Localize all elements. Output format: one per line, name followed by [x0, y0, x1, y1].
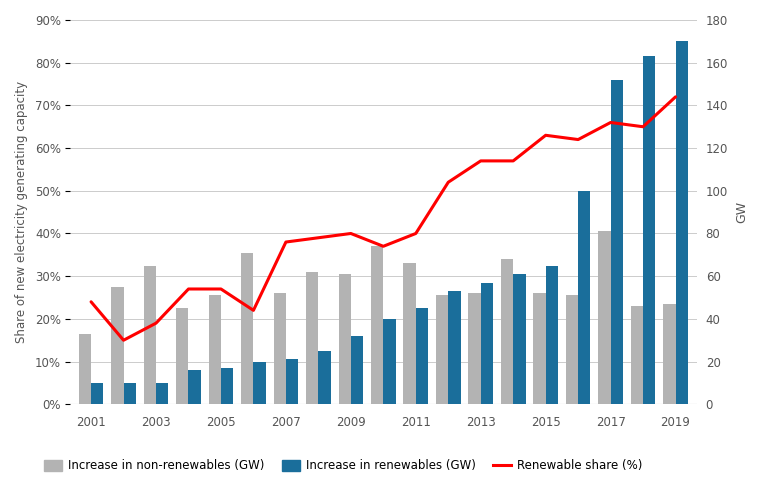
Bar: [306, 272, 318, 404]
Bar: [351, 336, 363, 404]
Bar: [79, 334, 91, 404]
Bar: [643, 56, 655, 404]
Bar: [513, 274, 526, 404]
Bar: [371, 246, 383, 404]
Bar: [501, 259, 513, 404]
Bar: [566, 295, 578, 404]
Bar: [663, 304, 675, 404]
Bar: [241, 253, 253, 404]
Bar: [208, 295, 221, 404]
Bar: [176, 308, 188, 404]
Bar: [286, 360, 298, 404]
Bar: [416, 308, 428, 404]
Bar: [156, 383, 169, 404]
Y-axis label: GW: GW: [735, 201, 748, 223]
Bar: [318, 351, 330, 404]
Bar: [436, 295, 448, 404]
Bar: [675, 41, 688, 404]
Bar: [221, 368, 233, 404]
Bar: [546, 265, 558, 404]
Bar: [404, 264, 416, 404]
Bar: [533, 293, 546, 404]
Bar: [468, 293, 481, 404]
Bar: [253, 362, 266, 404]
Bar: [339, 274, 351, 404]
Legend: Increase in non-renewables (GW), Increase in renewables (GW), Renewable share (%: Increase in non-renewables (GW), Increas…: [40, 455, 647, 477]
Y-axis label: Share of new electricity generating capacity: Share of new electricity generating capa…: [15, 81, 28, 343]
Bar: [124, 383, 136, 404]
Bar: [143, 265, 156, 404]
Bar: [631, 306, 643, 404]
Bar: [383, 319, 396, 404]
Bar: [578, 191, 591, 404]
Bar: [481, 283, 493, 404]
Bar: [111, 287, 124, 404]
Bar: [448, 291, 461, 404]
Bar: [188, 370, 201, 404]
Bar: [274, 293, 286, 404]
Bar: [610, 80, 623, 404]
Bar: [91, 383, 104, 404]
Bar: [598, 231, 610, 404]
